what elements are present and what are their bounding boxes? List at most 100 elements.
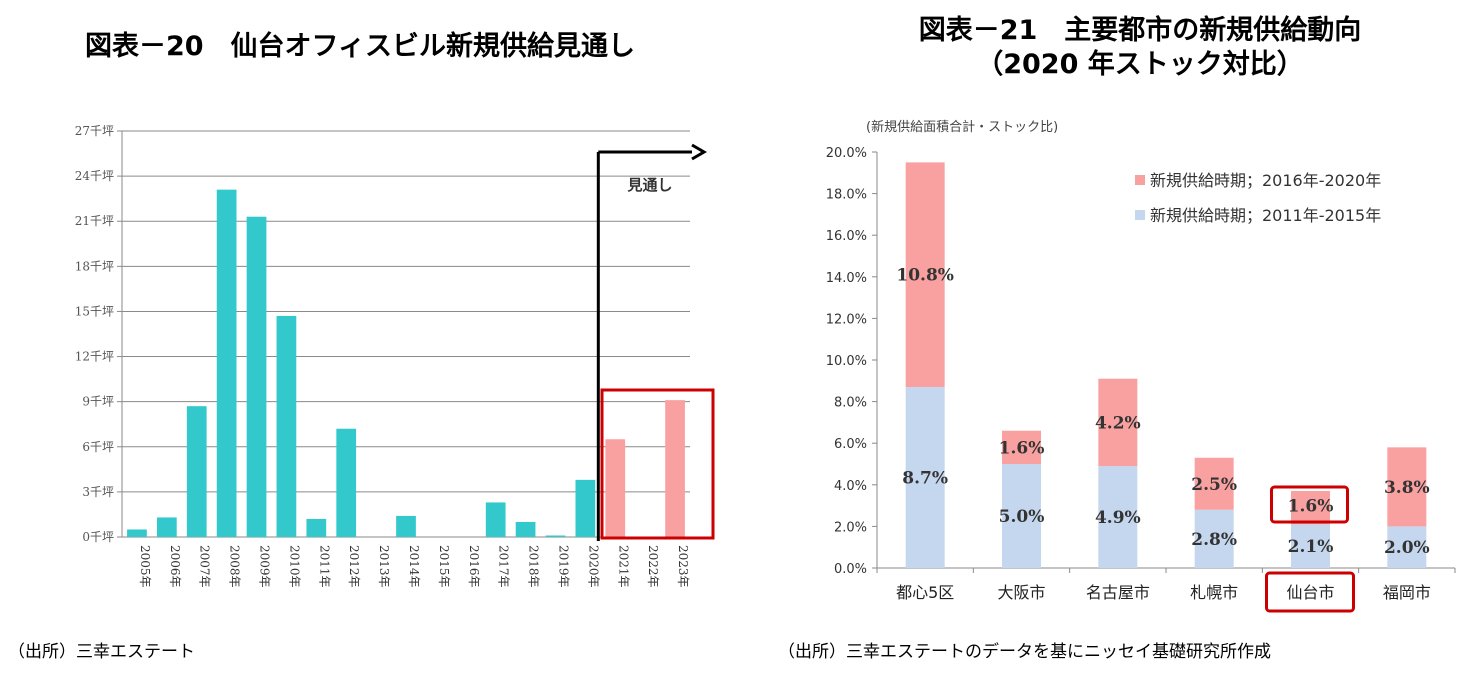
stacked-bar-segment bbox=[1002, 464, 1041, 568]
bar bbox=[575, 479, 596, 537]
legend-label: 新規供給時期；2016年-2020年 bbox=[1150, 171, 1381, 190]
data-label: 2.0% bbox=[1384, 538, 1430, 558]
bar bbox=[306, 518, 327, 537]
stacked-bar-segment bbox=[1291, 524, 1330, 568]
y-tick-label: 18.0% bbox=[826, 188, 867, 203]
y-tick-label: 16.0% bbox=[826, 229, 867, 244]
left-chart: 0千坪 3千坪 6千坪 9千坪 12千坪 15千坪 18千坪 21千坪 24千坪 27千坪 2005… bbox=[75, 124, 715, 588]
data-label: 1.6% bbox=[1288, 497, 1334, 517]
stacked-bar-segment bbox=[1387, 447, 1427, 527]
bar bbox=[665, 400, 685, 537]
legend-label: 新規供給時期；2011年-2015年 bbox=[1150, 206, 1381, 225]
x-tick-label: 2021年 bbox=[616, 545, 630, 588]
legend-swatch bbox=[1135, 175, 1145, 185]
bar bbox=[396, 515, 416, 537]
x-tick-label: 2007年 bbox=[198, 545, 212, 588]
bar bbox=[605, 439, 626, 537]
y-tick-label: 8.0% bbox=[834, 396, 867, 411]
y-tick-label: 9千坪 bbox=[82, 395, 114, 409]
x-tick-label: 名古屋市 bbox=[1086, 583, 1150, 602]
y-tick-label: 3千坪 bbox=[82, 485, 114, 499]
y-axis-title: (新規供給面積合計・ストック比) bbox=[866, 119, 1058, 135]
x-tick-label: 2019年 bbox=[556, 545, 570, 588]
stacked-bar-segment bbox=[1291, 491, 1330, 525]
forecast-highlight-box bbox=[600, 388, 715, 540]
data-label: 2.5% bbox=[1191, 475, 1237, 495]
stacked-bar-segment bbox=[1002, 430, 1041, 464]
x-tick-label: 2008年 bbox=[228, 545, 242, 588]
highlight-box-value bbox=[1270, 485, 1349, 524]
chart-title-right-line1: 図表－21 主要都市の新規供給動向 bbox=[918, 15, 1362, 46]
data-label: 1.6% bbox=[999, 438, 1045, 458]
x-tick-label: 2022年 bbox=[646, 545, 660, 588]
x-tick-label: 2012年 bbox=[347, 545, 361, 588]
x-tick-label: 大阪市 bbox=[997, 583, 1045, 602]
bar bbox=[485, 502, 506, 537]
y-tick-label: 14.0% bbox=[826, 271, 867, 286]
x-tick-label: 2020年 bbox=[586, 545, 600, 588]
y-tick-label: 15千坪 bbox=[75, 304, 114, 318]
x-tick-label: 2017年 bbox=[497, 545, 511, 588]
bar bbox=[156, 517, 177, 537]
arrow-head-icon bbox=[691, 143, 707, 161]
y-tick-label: 6千坪 bbox=[82, 440, 114, 454]
x-tick-label: 2018年 bbox=[527, 545, 541, 588]
data-label: 2.8% bbox=[1191, 530, 1237, 550]
x-tick-label: 仙台市 bbox=[1286, 583, 1334, 602]
bar bbox=[276, 315, 297, 537]
stacked-bar-segment bbox=[1387, 526, 1427, 568]
data-label: 4.9% bbox=[1095, 508, 1141, 528]
stacked-bar-segment bbox=[1098, 378, 1138, 467]
chart-title-right-line2: （2020 年ストック対比） bbox=[976, 49, 1304, 80]
y-tick-label: 12.0% bbox=[826, 312, 867, 327]
y-tick-label: 4.0% bbox=[834, 479, 867, 494]
y-tick-label: 27千坪 bbox=[75, 124, 114, 138]
x-tick-label: 2014年 bbox=[407, 545, 421, 588]
source-note-right: （出所）三幸エステートのデータを基にニッセイ基礎研究所作成 bbox=[778, 642, 1271, 662]
source-note-left: （出所）三幸エステート bbox=[8, 642, 195, 662]
bar bbox=[545, 535, 566, 537]
x-tick-label: 札幌市 bbox=[1190, 583, 1238, 602]
data-label: 2.1% bbox=[1288, 537, 1334, 557]
bar bbox=[336, 428, 357, 537]
x-tick-label: 2011年 bbox=[317, 545, 331, 588]
x-tick-label: 2006年 bbox=[168, 545, 182, 588]
y-tick-label: 21千坪 bbox=[75, 214, 114, 228]
y-tick-label: 20.0% bbox=[826, 146, 867, 161]
y-tick-label: 18千坪 bbox=[75, 259, 114, 273]
x-tick-label: 2016年 bbox=[467, 545, 481, 588]
bar bbox=[216, 189, 237, 537]
x-tick-label: 都心5区 bbox=[896, 583, 954, 602]
x-tick-label: 2015年 bbox=[437, 545, 451, 588]
y-tick-label: 24千坪 bbox=[75, 169, 114, 183]
highlight-box-label bbox=[1265, 571, 1355, 613]
y-tick-label: 6.0% bbox=[834, 437, 867, 452]
stacked-bar-segment bbox=[905, 387, 945, 568]
forecast-annotation: 見通し bbox=[626, 176, 672, 194]
bar bbox=[186, 406, 207, 537]
y-tick-label: 0千坪 bbox=[82, 530, 114, 544]
y-tick-label: 10.0% bbox=[826, 354, 867, 369]
x-tick-label: 2009年 bbox=[258, 545, 272, 588]
data-label: 4.2% bbox=[1095, 413, 1141, 433]
chart-title-right: 図表－21 主要都市の新規供給動向 （2020 年ストック対比） bbox=[840, 14, 1440, 82]
stacked-bar-segment bbox=[1194, 509, 1234, 568]
bar bbox=[246, 216, 267, 537]
y-tick-label: 2.0% bbox=[834, 520, 867, 535]
x-tick-label: 福岡市 bbox=[1383, 583, 1431, 602]
bar bbox=[515, 521, 536, 537]
bar bbox=[127, 529, 147, 537]
y-tick-label: 0.0% bbox=[834, 562, 867, 577]
x-tick-label: 2010年 bbox=[287, 545, 301, 588]
stacked-bar-segment bbox=[1098, 466, 1138, 568]
x-tick-label: 2023年 bbox=[676, 545, 690, 588]
stacked-bar-segment bbox=[905, 162, 945, 388]
x-tick-label: 2005年 bbox=[138, 545, 152, 588]
chart-title-left: 図表－20 仙台オフィスビル新規供給見通し bbox=[84, 31, 636, 62]
legend-swatch bbox=[1135, 210, 1145, 220]
y-tick-label: 12千坪 bbox=[75, 350, 114, 364]
data-label: 10.8% bbox=[896, 266, 954, 286]
stacked-bar-segment bbox=[1194, 457, 1234, 510]
data-label: 8.7% bbox=[902, 469, 948, 489]
